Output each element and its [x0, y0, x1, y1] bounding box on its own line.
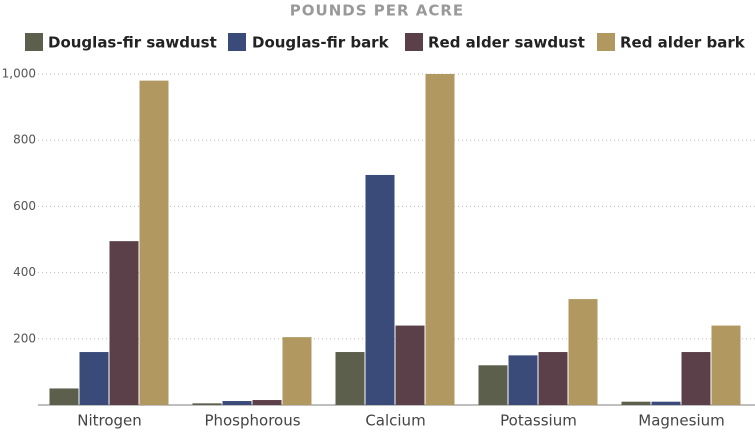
chart-title: POUNDS PER ACRE [290, 2, 464, 20]
bar [139, 80, 169, 406]
bar [538, 352, 568, 405]
bar [335, 352, 365, 405]
x-tick-label: Nitrogen [77, 412, 142, 430]
bar [651, 401, 681, 405]
bar [222, 401, 252, 405]
legend-label: Red alder sawdust [428, 34, 585, 52]
x-tick-label: Phosphorous [204, 412, 300, 430]
y-tick-label: 400 [13, 265, 36, 279]
bar [252, 400, 282, 405]
y-tick-label: 600 [13, 199, 36, 213]
legend-swatch [25, 33, 43, 51]
bar [425, 74, 455, 405]
bar [365, 174, 395, 405]
x-tick-label: Potassium [500, 412, 577, 430]
legend-label: Douglas-fir sawdust [48, 34, 217, 52]
bar [478, 365, 508, 405]
bar [621, 401, 651, 405]
bar [79, 352, 109, 405]
x-tick-label: Calcium [365, 412, 425, 430]
legend-swatch [405, 33, 423, 51]
x-tick-label: Magnesium [638, 412, 725, 430]
legend-swatch [597, 33, 615, 51]
bar [711, 325, 741, 405]
y-tick-label: 200 [13, 331, 36, 345]
y-tick-label: 1,000 [2, 67, 36, 81]
legend-label: Douglas-fir bark [252, 34, 390, 52]
bar [508, 355, 538, 405]
bar [395, 325, 425, 405]
bar [192, 403, 222, 405]
bar [49, 388, 79, 405]
bar [282, 337, 312, 405]
legend-swatch [228, 33, 246, 51]
bar [568, 299, 598, 405]
bar [109, 241, 139, 405]
bar [681, 352, 711, 405]
legend-label: Red alder bark [620, 34, 746, 52]
y-tick-label: 800 [13, 133, 36, 147]
